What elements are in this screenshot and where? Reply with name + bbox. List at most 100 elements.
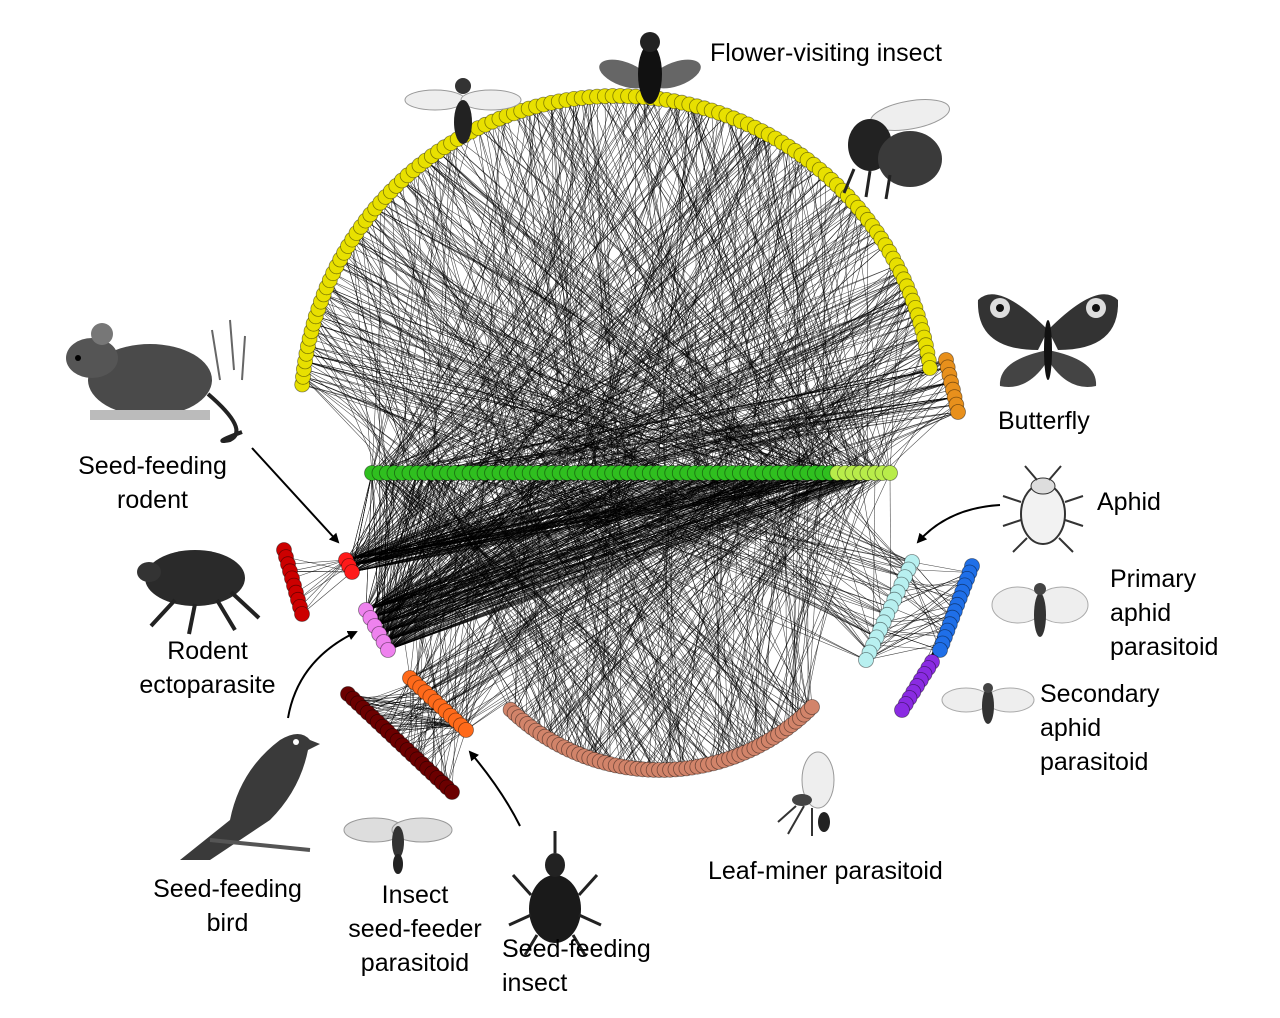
interaction-link: [792, 300, 913, 474]
interaction-link: [567, 411, 959, 474]
interaction-link: [417, 729, 467, 760]
interaction-link: [537, 179, 832, 474]
interaction-link: [379, 472, 606, 763]
interaction-link: [409, 307, 916, 474]
interaction-link: [351, 472, 830, 573]
interaction-link: [620, 472, 861, 767]
interaction-link: [514, 472, 671, 770]
interaction-link: [347, 245, 455, 474]
interaction-link: [747, 146, 789, 474]
interaction-link: [460, 472, 891, 726]
interaction-link: [528, 108, 846, 474]
aphid-parasitoid-illustration: [991, 583, 1089, 637]
interaction-link: [413, 170, 500, 474]
interaction-link: [309, 338, 403, 474]
interaction-link: [305, 361, 688, 474]
interaction-link: [386, 99, 567, 474]
interaction-link: [401, 472, 421, 688]
interaction-link: [431, 472, 451, 716]
interaction-link: [302, 376, 530, 474]
interaction-link: [409, 472, 515, 679]
interaction-link: [465, 472, 620, 731]
interaction-link: [544, 396, 955, 474]
interaction-link: [412, 715, 451, 755]
interaction-link: [619, 396, 955, 474]
interaction-link: [385, 196, 778, 474]
interaction-link: [431, 701, 436, 774]
interaction-link: [394, 472, 616, 766]
flower-visiting-insect-group: [294, 88, 938, 393]
interaction-link: [444, 147, 515, 474]
interaction-link: [437, 151, 455, 474]
interaction-link: [873, 630, 948, 646]
interaction-link: [340, 259, 598, 474]
interaction-link: [348, 472, 785, 567]
interaction-link: [414, 472, 725, 683]
interaction-link: [491, 300, 913, 474]
interaction-link: [370, 472, 508, 619]
interaction-link: [407, 175, 523, 474]
interaction-link: [460, 472, 620, 726]
interaction-link: [307, 345, 553, 474]
interaction-link: [356, 232, 598, 474]
interaction-link: [301, 559, 347, 615]
interaction-link: [867, 345, 927, 474]
interaction-link: [484, 97, 590, 474]
interaction-link: [336, 266, 838, 474]
interaction-link: [345, 472, 440, 561]
hoverfly-illustration: [599, 32, 701, 104]
interaction-link: [345, 472, 590, 561]
interaction-link: [315, 316, 433, 474]
interaction-link: [784, 315, 919, 474]
interaction-link: [461, 97, 652, 474]
interaction-link: [297, 559, 347, 601]
interaction-link: [865, 623, 950, 661]
interaction-link: [852, 404, 957, 474]
interaction-link: [379, 396, 955, 474]
interaction-link: [795, 472, 823, 722]
peacock-butterfly-illustration: [977, 294, 1119, 387]
interaction-link: [351, 472, 373, 573]
insect-seed-feeder-parasitoid-label: Insect seed-feeder parasitoid: [348, 881, 482, 977]
aphid-node: [858, 652, 874, 668]
interaction-link: [451, 720, 457, 793]
interaction-link: [822, 411, 959, 474]
interaction-link: [455, 472, 538, 721]
interaction-link: [302, 376, 425, 474]
interaction-link: [664, 472, 756, 771]
interaction-link: [604, 472, 636, 763]
interaction-link: [371, 472, 671, 770]
interaction-link: [430, 472, 485, 697]
interaction-link: [620, 472, 838, 767]
interaction-link: [457, 138, 643, 474]
interaction-link: [315, 316, 440, 474]
interaction-link: [794, 150, 861, 474]
interaction-link: [303, 368, 688, 474]
interaction-link: [904, 576, 958, 606]
interaction-link: [619, 359, 947, 474]
interaction-link: [852, 258, 894, 474]
interaction-link: [315, 316, 643, 474]
interaction-link: [392, 720, 456, 737]
seed-feeding-insect-node: [458, 722, 474, 738]
interaction-link: [440, 472, 575, 707]
interaction-link: [611, 472, 665, 771]
interaction-link: [387, 472, 575, 651]
interaction-link: [416, 96, 644, 474]
interaction-link: [499, 118, 711, 474]
interaction-link: [874, 396, 955, 474]
interaction-link: [535, 106, 703, 474]
interaction-link: [374, 472, 568, 627]
interaction-link: [414, 472, 831, 683]
interaction-link: [573, 98, 636, 474]
interaction-link: [420, 472, 831, 688]
interaction-link: [394, 265, 898, 474]
interaction-link: [383, 472, 433, 643]
interaction-link: [450, 472, 651, 716]
interaction-link: [872, 472, 876, 645]
interaction-link: [604, 96, 613, 474]
aphid-label: Aphid: [1097, 488, 1161, 516]
interaction-link: [476, 97, 582, 474]
interaction-link: [768, 472, 838, 741]
interaction-link: [382, 691, 426, 727]
